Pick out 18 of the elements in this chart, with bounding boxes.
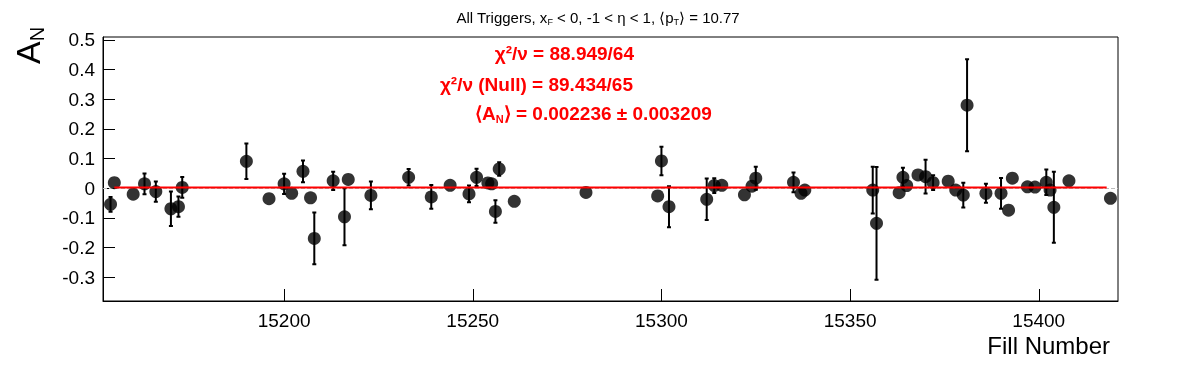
x-tick-label: 15400 — [1012, 310, 1066, 331]
annotation: χ²/ν = 88.949/64 — [494, 43, 635, 64]
x-tick-label: 15350 — [823, 310, 877, 331]
x-tick-label: 15250 — [446, 310, 500, 331]
y-tick-label: 0.1 — [68, 148, 95, 170]
y-tick-label: -0.2 — [62, 237, 95, 259]
x-tick-label: 15200 — [257, 310, 311, 331]
x-axis-title: Fill Number — [987, 331, 1111, 359]
x-tick-label: 15300 — [635, 310, 688, 331]
y-tick-label: 0.2 — [68, 118, 95, 140]
y-tick-label: 0.5 — [68, 29, 95, 51]
annotation: χ²/ν (Null) = 89.434/65 — [439, 74, 634, 95]
y-tick-label: 0.3 — [68, 88, 95, 110]
y-tick-label: -0.1 — [62, 207, 95, 229]
y-tick-label: 0.4 — [68, 59, 96, 81]
y-axis-title: AN — [8, 26, 48, 64]
y-tick-label: 0 — [84, 177, 95, 199]
y-tick-label: -0.3 — [62, 266, 95, 288]
